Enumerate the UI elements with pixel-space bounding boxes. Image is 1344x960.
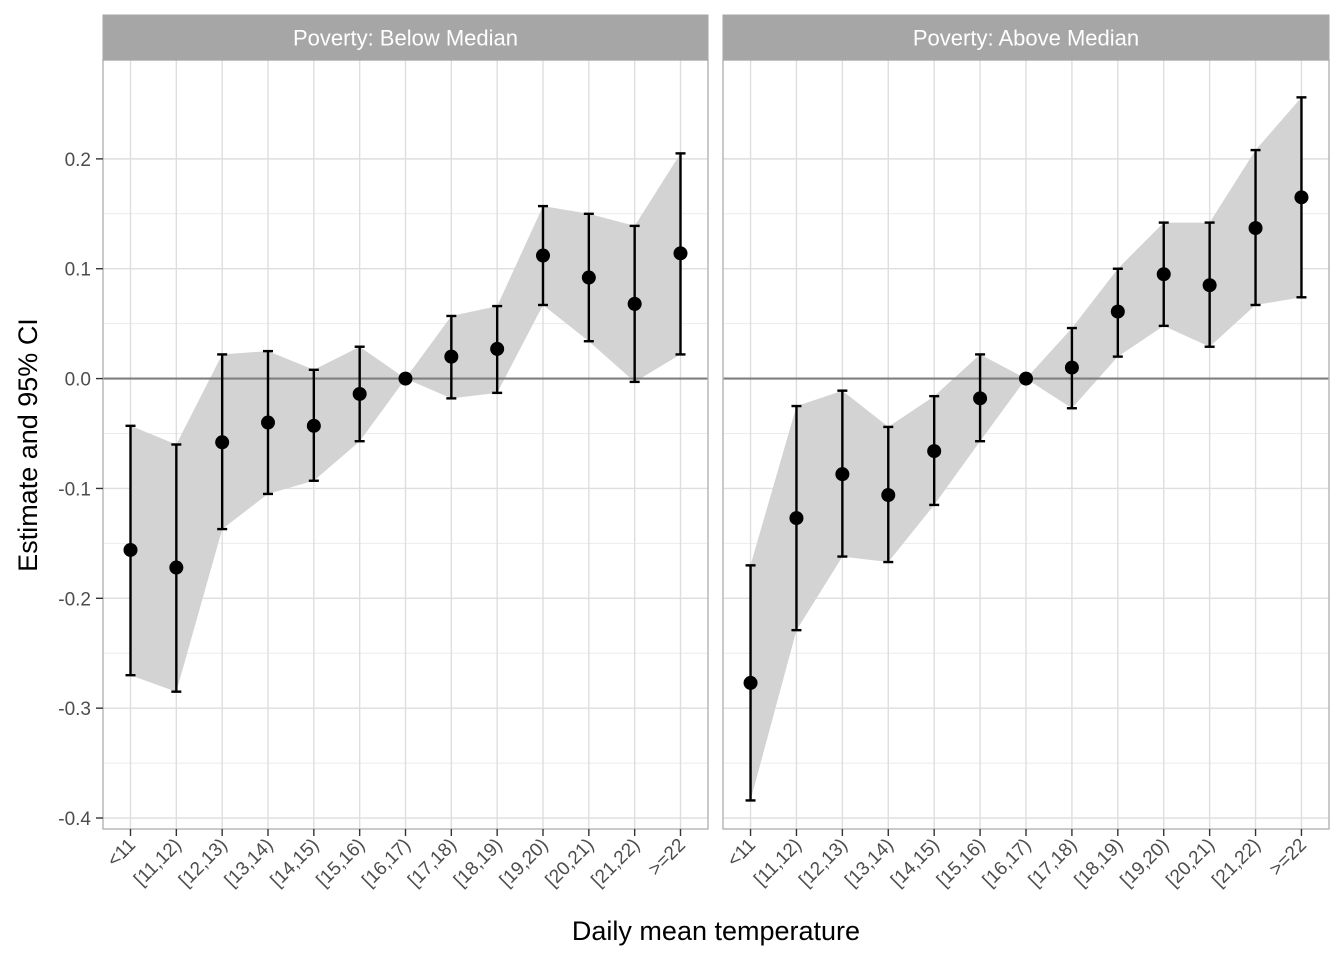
x-tick-label: >=22 xyxy=(645,835,690,880)
estimate-point xyxy=(1202,278,1217,293)
estimate-point xyxy=(1110,304,1125,319)
x-tick-label: <11 xyxy=(103,835,140,872)
y-tick-label: -0.2 xyxy=(58,589,91,610)
x-tick-label: [19,20) xyxy=(1117,835,1174,892)
estimate-point xyxy=(1294,190,1309,205)
x-tick-label: [17,18) xyxy=(404,835,461,892)
estimate-point xyxy=(927,444,942,459)
x-tick-label: [17,18) xyxy=(1025,835,1082,892)
estimate-point xyxy=(973,391,988,406)
x-tick-label: [11,12) xyxy=(130,835,186,891)
estimate-point xyxy=(627,296,642,311)
estimate-point xyxy=(398,371,413,386)
x-tick-label: [18,19) xyxy=(1071,835,1128,892)
estimate-point xyxy=(789,511,804,526)
facet-strip-label: Poverty: Below Median xyxy=(293,26,518,51)
x-tick-label: [18,19) xyxy=(450,835,507,892)
x-axis-title: Daily mean temperature xyxy=(572,916,860,946)
x-tick-label: >=22 xyxy=(1266,835,1311,880)
x-tick-label: [12,13) xyxy=(175,835,232,892)
x-tick-label: [21,22) xyxy=(588,835,645,892)
estimate-point xyxy=(673,246,688,261)
x-tick-label: [19,20) xyxy=(496,835,553,892)
y-tick-label: 0.0 xyxy=(65,370,91,391)
estimate-point xyxy=(490,341,505,356)
x-tick-label: [13,14) xyxy=(221,835,278,892)
x-tick-label: [21,22) xyxy=(1208,835,1265,892)
estimate-point xyxy=(536,248,550,263)
panel-2: Poverty: Above Median<11[11,12)[12,13)[1… xyxy=(722,14,1330,892)
estimate-point xyxy=(1019,371,1033,386)
x-tick-label: [14,15) xyxy=(267,835,324,892)
estimate-point xyxy=(306,418,321,433)
x-tick-label: [20,21) xyxy=(542,835,599,892)
x-tick-label: [15,16) xyxy=(933,835,990,892)
panels-layer: Poverty: Below Median<11[11,12)[12,13)[1… xyxy=(58,14,1330,892)
estimate-point xyxy=(581,270,596,285)
estimate-point xyxy=(123,542,138,557)
facet-strip-label: Poverty: Above Median xyxy=(913,26,1139,51)
estimate-point xyxy=(1156,267,1171,282)
estimate-point xyxy=(215,435,230,450)
x-tick-label: [11,12) xyxy=(750,835,806,891)
estimate-point xyxy=(169,560,184,575)
x-tick-label: [14,15) xyxy=(887,835,944,892)
x-tick-label: [20,21) xyxy=(1162,835,1219,892)
x-tick-label: [16,17) xyxy=(358,835,415,892)
x-tick-label: <11 xyxy=(723,835,760,872)
y-tick-label: 0.2 xyxy=(65,150,91,171)
estimate-point xyxy=(261,415,275,430)
y-tick-label: -0.1 xyxy=(58,479,91,500)
estimate-point xyxy=(444,349,459,364)
estimate-point xyxy=(1248,221,1263,236)
x-tick-label: [15,16) xyxy=(313,835,370,892)
panel-1: Poverty: Below Median<11[11,12)[12,13)[1… xyxy=(58,14,709,892)
estimate-point xyxy=(743,675,758,690)
x-tick-label: [16,17) xyxy=(979,835,1036,892)
facet-strip xyxy=(102,14,709,61)
estimate-point xyxy=(1064,360,1079,375)
facet-strip xyxy=(722,14,1330,61)
y-tick-label: -0.4 xyxy=(58,809,91,830)
x-tick-label: [12,13) xyxy=(795,835,852,892)
estimate-point xyxy=(352,386,367,401)
y-tick-label: 0.1 xyxy=(65,260,91,281)
y-axis-title: Estimate and 95% CI xyxy=(13,318,43,572)
estimate-point xyxy=(881,488,896,503)
estimate-point xyxy=(835,467,850,482)
y-tick-label: -0.3 xyxy=(58,699,91,720)
x-tick-label: [13,14) xyxy=(841,835,898,892)
